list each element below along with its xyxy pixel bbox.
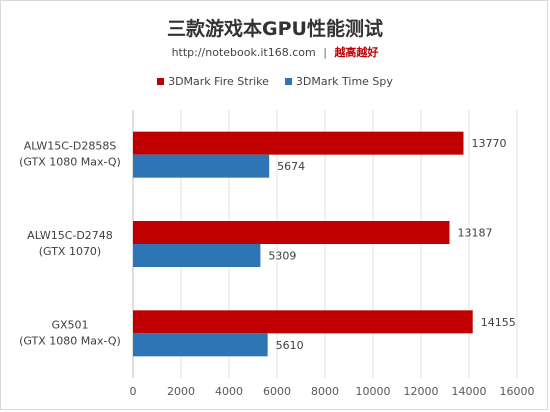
data-label: 13187 [457, 227, 492, 240]
legend-label-fire-strike: 3DMark Fire Strike [168, 75, 269, 88]
bar-fire-strike [133, 131, 464, 155]
x-tick-label: 0 [130, 385, 137, 398]
bar-time-spy [133, 244, 261, 267]
category-label: GX501 [51, 318, 88, 331]
category-sublabel: (GTX 1080 Max-Q) [19, 334, 121, 347]
subtitle-slogan: 越高越好 [334, 46, 379, 59]
x-tick-label: 12000 [404, 385, 439, 398]
x-tick-label: 6000 [263, 385, 291, 398]
legend-label-time-spy: 3DMark Time Spy [295, 75, 393, 88]
x-tick-label: 4000 [215, 385, 243, 398]
legend-item-time-spy: 3DMark Time Spy [284, 75, 393, 88]
chart-subtitle: http://notebook.it168.com | 越高越好 [0, 44, 550, 60]
category-sublabel: (GTX 1080 Max-Q) [19, 156, 121, 169]
legend-swatch-fire-strike [157, 78, 165, 85]
x-tick-label: 2000 [167, 385, 195, 398]
data-label: 5674 [277, 160, 305, 173]
subtitle-url: http://notebook.it168.com [171, 46, 316, 59]
x-tick-label: 14000 [452, 385, 487, 398]
bar-fire-strike [133, 310, 473, 334]
chart-title: 三款游戏本GPU性能测试 [167, 18, 383, 40]
category-sublabel: (GTX 1070) [39, 245, 101, 258]
bar-fire-strike [133, 221, 450, 244]
legend-item-fire-strike: 3DMark Fire Strike [157, 75, 269, 88]
bar-time-spy [133, 333, 268, 357]
data-label: 14155 [481, 316, 516, 329]
x-tick-label: 10000 [356, 385, 391, 398]
legend-swatch-time-spy [284, 78, 292, 85]
bar-time-spy [133, 154, 270, 178]
data-label: 13770 [471, 137, 506, 150]
category-label: ALW15C-D2748 [27, 229, 113, 242]
subtitle-separator: | [323, 46, 327, 59]
x-tick-label: 8000 [311, 385, 339, 398]
x-tick-label: 16000 [500, 385, 535, 398]
data-label: 5309 [268, 250, 296, 263]
chart-legend: 3DMark Fire Strike 3DMark Time Spy [0, 75, 550, 88]
category-label: ALW15C-D2858S [24, 140, 117, 153]
data-label: 5610 [276, 339, 304, 352]
